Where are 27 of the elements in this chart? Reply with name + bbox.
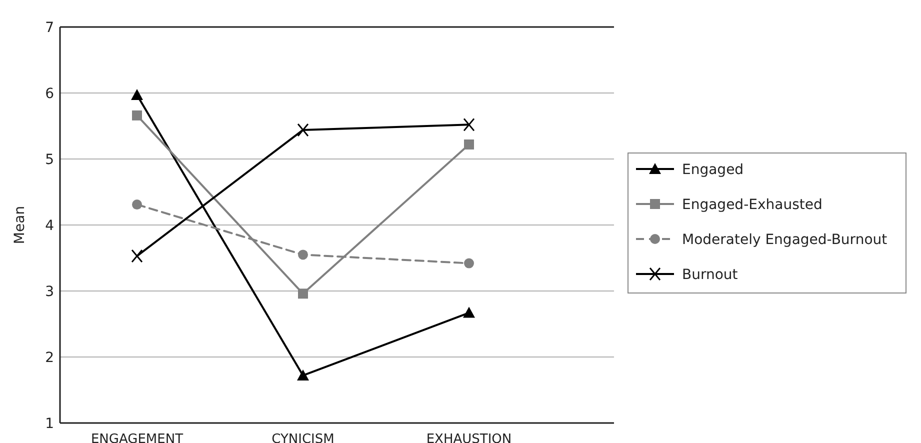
point	[298, 250, 308, 260]
legend-label: Engaged-Exhausted	[682, 196, 822, 213]
point	[132, 200, 142, 210]
point	[463, 306, 475, 318]
x-tick-label: ENGAGEMENT	[90, 432, 184, 443]
y-tick-label: 3	[45, 284, 54, 300]
legend-label: Moderately Engaged-Burnout	[682, 232, 888, 248]
point	[131, 249, 143, 263]
y-tick-label: 6	[45, 86, 54, 102]
x-tick-label: CYNICISM	[272, 432, 334, 443]
x-tick-label: EXHAUSTION	[426, 432, 512, 443]
point	[298, 288, 308, 299]
legend-label: Engaged	[682, 162, 744, 178]
point	[464, 258, 474, 268]
y-tick-label: 2	[45, 350, 54, 366]
point	[131, 88, 143, 100]
y-tick-label: 5	[45, 152, 54, 168]
y-axis-title: Mean	[12, 206, 28, 244]
point	[463, 118, 475, 132]
legend-label: Burnout	[682, 266, 738, 283]
point	[297, 123, 309, 137]
y-tick-label: 7	[45, 20, 54, 36]
point	[132, 110, 142, 120]
point	[297, 369, 309, 380]
y-tick-label: 4	[45, 218, 54, 234]
y-tick-label: 1	[45, 416, 54, 432]
point	[464, 139, 474, 150]
